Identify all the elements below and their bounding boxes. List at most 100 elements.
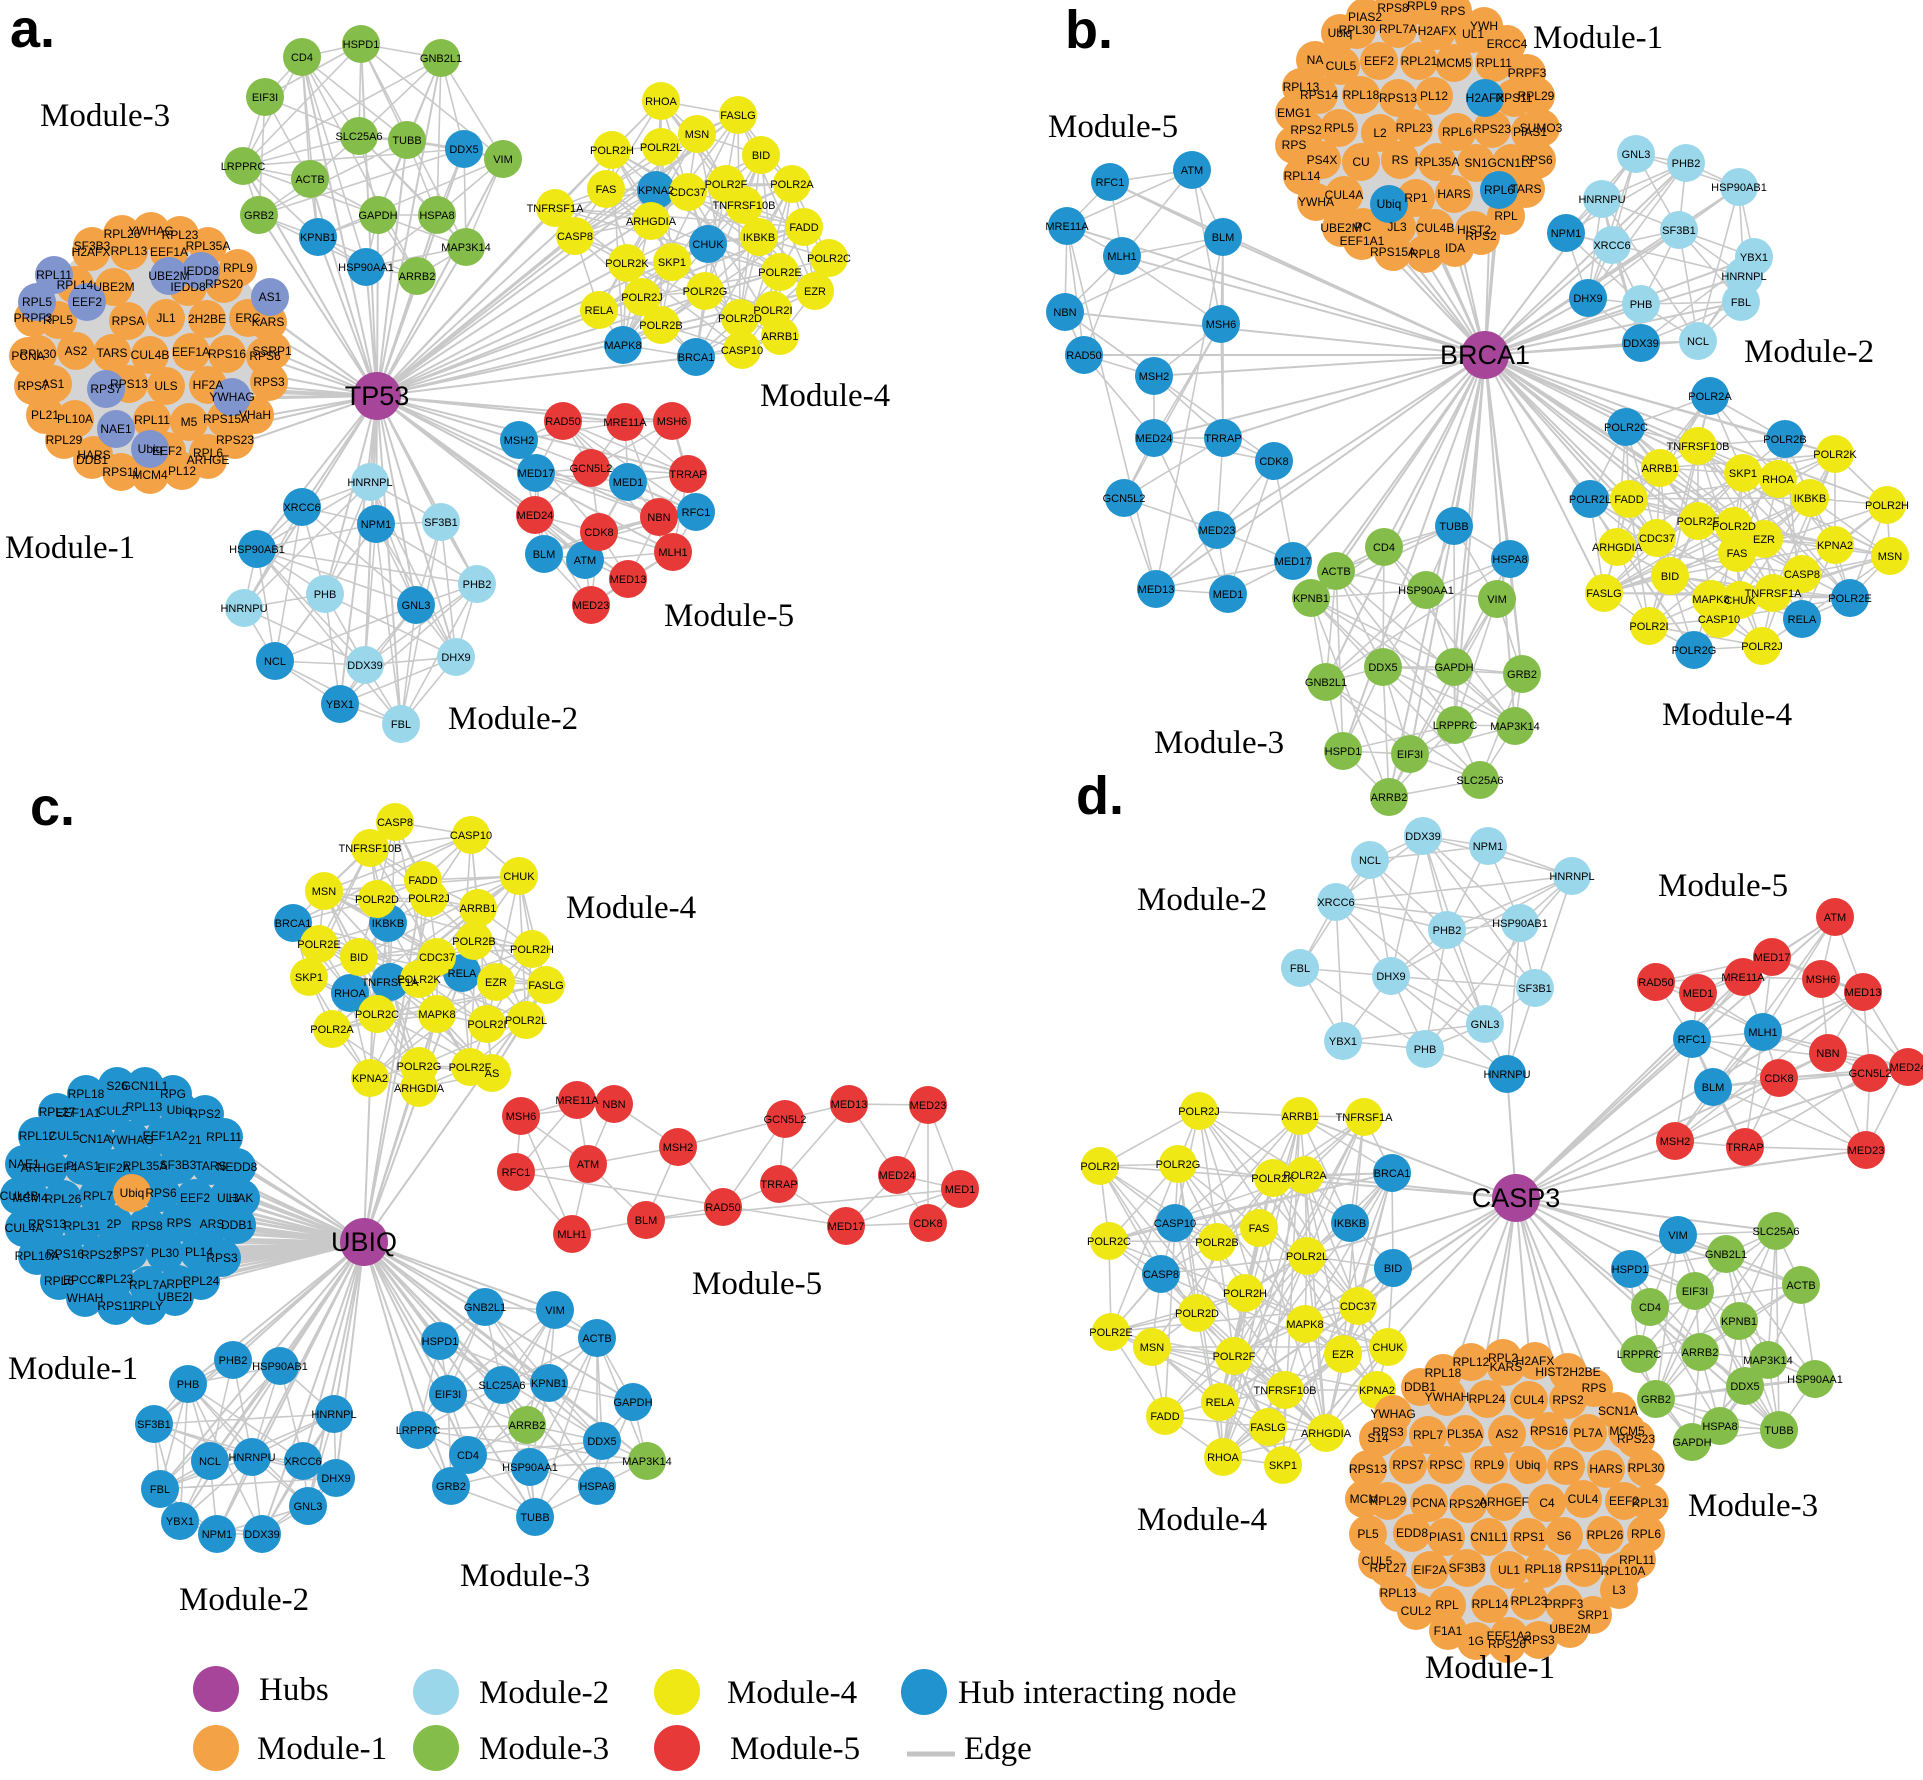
svg-text:RPS11: RPS11 [97, 1299, 134, 1313]
svg-text:POLR2H: POLR2H [1865, 500, 1909, 512]
svg-text:UL1: UL1 [1462, 27, 1484, 41]
svg-text:PL10A: PL10A [57, 412, 93, 426]
svg-text:C4: C4 [1539, 1496, 1555, 1510]
svg-text:MED1: MED1 [1683, 988, 1714, 1000]
svg-text:Ubiq: Ubiq [138, 442, 163, 456]
svg-text:MED24: MED24 [1136, 433, 1173, 445]
svg-text:PRPF3: PRPF3 [1508, 66, 1547, 80]
svg-text:RPL35A: RPL35A [123, 1159, 168, 1173]
svg-text:RPG: RPG [160, 1087, 186, 1101]
svg-text:Ubiq: Ubiq [1516, 1458, 1541, 1472]
svg-text:NPM1: NPM1 [1473, 841, 1504, 853]
svg-text:PL5: PL5 [1357, 1527, 1379, 1541]
svg-text:VIM: VIM [1668, 1230, 1688, 1242]
svg-text:POLR2E: POLR2E [758, 267, 801, 279]
svg-text:PHB2: PHB2 [1433, 925, 1462, 937]
svg-text:YWH: YWH [1470, 19, 1498, 33]
svg-text:HSP90AB1: HSP90AB1 [229, 544, 285, 556]
svg-text:HSPA8: HSPA8 [1702, 1421, 1737, 1433]
svg-text:MLH1: MLH1 [1748, 1027, 1777, 1039]
svg-text:RPSC: RPSC [1429, 1458, 1463, 1472]
svg-text:UL1: UL1 [1498, 1563, 1520, 1577]
svg-text:CUL5: CUL5 [1326, 59, 1357, 73]
svg-text:MAPK8: MAPK8 [604, 340, 641, 352]
svg-text:MED24: MED24 [879, 1170, 916, 1182]
svg-text:RPL5: RPL5 [1324, 121, 1354, 135]
svg-text:MED1: MED1 [1213, 589, 1244, 601]
svg-text:MCM: MCM [1350, 1492, 1379, 1506]
svg-text:ARHGE: ARHGE [187, 453, 230, 467]
svg-text:JL1: JL1 [156, 311, 176, 325]
svg-text:POLR2F: POLR2F [449, 1062, 492, 1074]
svg-text:POLR2B: POLR2B [452, 936, 495, 948]
svg-text:RPL18: RPL18 [1525, 1562, 1562, 1576]
svg-text:HARS: HARS [77, 448, 110, 462]
svg-text:PL12: PL12 [1420, 89, 1448, 103]
svg-text:RPS13: RPS13 [28, 1217, 66, 1231]
svg-text:RPL24: RPL24 [1469, 1392, 1506, 1406]
svg-text:M5: M5 [181, 415, 198, 429]
svg-text:MSH2: MSH2 [1139, 371, 1170, 383]
svg-text:RPS13: RPS13 [110, 377, 148, 391]
svg-text:RPS11: RPS11 [1495, 91, 1532, 105]
svg-text:CUL4: CUL4 [1514, 1393, 1545, 1407]
svg-text:UBIQ: UBIQ [331, 1227, 397, 1257]
svg-text:ARRB1: ARRB1 [1642, 463, 1679, 475]
svg-text:Module-3: Module-3 [479, 1731, 609, 1767]
svg-text:CASP10: CASP10 [450, 830, 492, 842]
svg-text:MED24: MED24 [517, 510, 554, 522]
svg-text:FADD: FADD [1150, 1411, 1179, 1423]
svg-text:ARHGDIA: ARHGDIA [394, 1083, 445, 1095]
svg-text:CN1L1: CN1L1 [1470, 1530, 1508, 1544]
svg-text:IKBKB: IKBKB [372, 918, 404, 930]
svg-text:F1A1: F1A1 [1434, 1624, 1463, 1638]
svg-text:PHB: PHB [314, 589, 337, 601]
svg-text:SF3B3: SF3B3 [1449, 1561, 1486, 1575]
svg-text:VHaH: VHaH [239, 408, 271, 422]
svg-text:POLR2D: POLR2D [718, 313, 762, 325]
svg-text:FADD: FADD [789, 222, 818, 234]
svg-text:HSP90AB1: HSP90AB1 [252, 1361, 308, 1373]
svg-text:CASP8: CASP8 [1784, 569, 1820, 581]
svg-text:POLR2K: POLR2K [397, 974, 441, 986]
svg-text:RPL24: RPL24 [183, 1274, 220, 1288]
svg-text:HNRNPL: HNRNPL [1721, 271, 1766, 283]
svg-text:JL3: JL3 [1387, 220, 1407, 234]
svg-text:b.: b. [1065, 0, 1113, 60]
svg-text:RPS7: RPS7 [1392, 1458, 1424, 1472]
svg-text:SLC25A6: SLC25A6 [478, 1380, 525, 1392]
svg-text:GCN5L2: GCN5L2 [764, 1114, 807, 1126]
svg-text:MRE11A: MRE11A [1721, 972, 1765, 984]
svg-text:POLR2I: POLR2I [753, 305, 792, 317]
svg-text:RPLY: RPLY [133, 1299, 163, 1313]
svg-text:POLR2G: POLR2G [683, 286, 728, 298]
svg-text:GRB2: GRB2 [436, 1481, 466, 1493]
svg-text:PHB2: PHB2 [1672, 158, 1701, 170]
svg-text:RPL29: RPL29 [46, 433, 83, 447]
svg-text:HSPA8: HSPA8 [419, 210, 454, 222]
svg-text:H2AFX: H2AFX [1516, 1354, 1555, 1368]
svg-text:FBL: FBL [391, 719, 411, 731]
svg-text:PS4X: PS4X [1307, 153, 1338, 167]
svg-text:EPCC4: EPCC4 [63, 1273, 103, 1287]
svg-text:HSP90AA1: HSP90AA1 [1787, 1374, 1843, 1386]
svg-text:POLR2J: POLR2J [1178, 1106, 1220, 1118]
svg-text:RPL10A: RPL10A [1601, 1564, 1646, 1578]
svg-text:IEDD8: IEDD8 [170, 280, 206, 294]
svg-text:ATM: ATM [574, 555, 596, 567]
svg-text:DDX5: DDX5 [1730, 1381, 1759, 1393]
svg-text:BID: BID [350, 952, 368, 964]
svg-text:RPL6: RPL6 [1442, 125, 1472, 139]
svg-text:Hubs: Hubs [259, 1672, 329, 1708]
svg-text:NCL: NCL [1359, 855, 1381, 867]
svg-text:CASP10: CASP10 [1698, 614, 1740, 626]
svg-text:GNL3: GNL3 [294, 1501, 323, 1513]
svg-text:DHX9: DHX9 [1376, 971, 1405, 983]
svg-text:HAK: HAK [229, 1191, 254, 1205]
svg-text:MED1: MED1 [945, 1184, 976, 1196]
svg-text:ARHGDIA: ARHGDIA [626, 216, 677, 228]
svg-text:RFC1: RFC1 [502, 1167, 531, 1179]
svg-text:PHB: PHB [1630, 299, 1653, 311]
svg-text:MCM4: MCM4 [12, 1191, 48, 1205]
svg-text:UBE2M: UBE2M [1549, 1622, 1590, 1636]
